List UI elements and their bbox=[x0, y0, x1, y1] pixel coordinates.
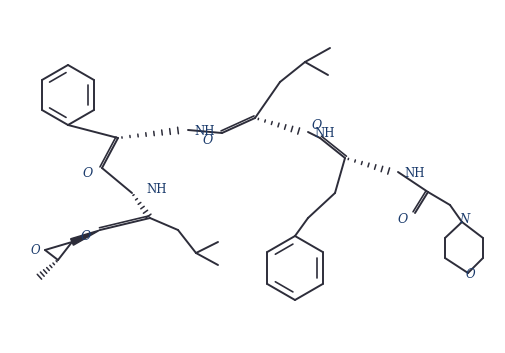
Text: NH: NH bbox=[146, 184, 166, 197]
Text: NH: NH bbox=[403, 168, 424, 180]
Text: NH: NH bbox=[193, 126, 214, 138]
Text: O: O bbox=[397, 214, 408, 227]
Text: O: O bbox=[203, 134, 213, 148]
Text: N: N bbox=[458, 214, 468, 227]
Text: O: O bbox=[83, 168, 93, 180]
Text: NH: NH bbox=[314, 127, 334, 140]
Text: O: O bbox=[464, 269, 474, 281]
Text: O: O bbox=[311, 120, 322, 132]
Text: O: O bbox=[81, 229, 91, 243]
Polygon shape bbox=[71, 230, 100, 245]
Text: O: O bbox=[30, 244, 40, 257]
